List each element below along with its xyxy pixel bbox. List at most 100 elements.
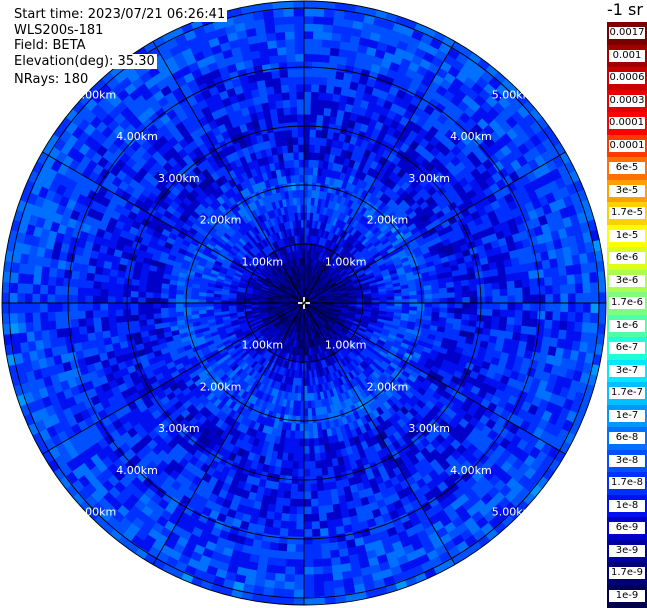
- backscatter-cell: [315, 137, 321, 145]
- backscatter-cell: [492, 283, 500, 290]
- backscatter-cell: [304, 92, 311, 100]
- backscatter-cell: [115, 290, 123, 297]
- backscatter-cell: [290, 107, 297, 115]
- backscatter-cell: [295, 175, 300, 183]
- backscatter-cell: [409, 307, 417, 311]
- backscatter-cell: [282, 506, 290, 514]
- backscatter-cell: [153, 313, 161, 319]
- backscatter-cell: [455, 298, 463, 304]
- backscatter-cell: [161, 303, 169, 308]
- backscatter-cell: [469, 285, 477, 292]
- backscatter-cell: [275, 505, 283, 513]
- backscatter-cell: [287, 137, 293, 145]
- backscatter-cell: [168, 298, 176, 303]
- backscatter-cell: [461, 280, 469, 287]
- backscatter-cell: [286, 130, 293, 138]
- backscatter-cell: [304, 499, 311, 507]
- backscatter-cell: [311, 499, 318, 507]
- backscatter-cell: [131, 291, 139, 297]
- backscatter-cell: [395, 303, 403, 306]
- backscatter-cell: [300, 182, 304, 190]
- backscatter-cell: [304, 469, 310, 477]
- backscatter-cell: [304, 507, 311, 515]
- backscatter-cell: [176, 311, 184, 316]
- backscatter-cell: [271, 116, 279, 125]
- backscatter-cell: [108, 289, 116, 296]
- backscatter-cell: [138, 286, 146, 292]
- backscatter-cell: [304, 492, 311, 500]
- backscatter-cell: [482, 270, 491, 278]
- backscatter-cell: [292, 137, 298, 145]
- backscatter-cell: [318, 100, 326, 108]
- backscatter-cell: [417, 290, 425, 295]
- backscatter-cell: [304, 416, 308, 424]
- backscatter-cell: [304, 212, 307, 220]
- backscatter-cell: [500, 303, 508, 310]
- backscatter-cell: [485, 309, 493, 316]
- backscatter-cell: [304, 409, 308, 417]
- backscatter-cell: [115, 296, 123, 303]
- backscatter-cell: [153, 293, 161, 299]
- backscatter-cell: [439, 288, 447, 294]
- backscatter-cell: [310, 484, 317, 492]
- backscatter-cell: [491, 276, 499, 284]
- backscatter-cell: [102, 330, 111, 338]
- backscatter-cell: [304, 137, 310, 145]
- backscatter-cell: [146, 319, 154, 325]
- backscatter-cell: [469, 315, 477, 322]
- backscatter-cell: [94, 324, 102, 332]
- backscatter-cell: [267, 94, 275, 103]
- backscatter-cell: [498, 324, 506, 332]
- backscatter-cell: [286, 468, 293, 476]
- backscatter-cell: [447, 293, 455, 299]
- backscatter-cell: [294, 446, 300, 454]
- backscatter-cell: [379, 297, 387, 300]
- backscatter-cell: [108, 316, 116, 323]
- backscatter-cell: [297, 92, 304, 100]
- backscatter-cell: [300, 416, 304, 424]
- backscatter-cell: [316, 468, 323, 476]
- backscatter-cell: [490, 269, 499, 277]
- backscatter-cell: [500, 289, 508, 296]
- backscatter-cell: [183, 299, 191, 303]
- backscatter-cell: [304, 394, 307, 402]
- backscatter-cell: [116, 283, 124, 290]
- backscatter-cell: [191, 310, 199, 314]
- backscatter-cell: [507, 310, 515, 318]
- backscatter-cell: [317, 107, 324, 115]
- backscatter-cell: [300, 401, 304, 409]
- backscatter-cell: [308, 416, 312, 424]
- backscatter-cell: [308, 408, 312, 416]
- backscatter-cell: [309, 446, 315, 454]
- backscatter-cell: [312, 423, 317, 431]
- backscatter-cell: [108, 296, 116, 303]
- backscatter-cell: [300, 424, 305, 432]
- backscatter-cell: [470, 303, 478, 309]
- backscatter-cell: [484, 283, 492, 290]
- backscatter-cell: [284, 491, 291, 499]
- backscatter-cell: [276, 100, 284, 108]
- backscatter-cell: [307, 386, 310, 394]
- backscatter-cell: [161, 293, 169, 298]
- backscatter-cell: [297, 114, 304, 122]
- backscatter-cell: [299, 446, 304, 454]
- backscatter-cell: [161, 298, 169, 303]
- backscatter-cell: [101, 324, 109, 332]
- backscatter-cell: [298, 129, 304, 137]
- backscatter-cell: [299, 228, 302, 236]
- backscatter-cell: [309, 439, 314, 447]
- backscatter-cell: [301, 212, 304, 220]
- backscatter-cell: [146, 303, 154, 309]
- backscatter-cell: [183, 303, 191, 307]
- backscatter-cell: [287, 145, 293, 153]
- backscatter-cell: [304, 205, 307, 213]
- backscatter-cell: [454, 314, 462, 320]
- backscatter-cell: [93, 296, 101, 303]
- backscatter-cell: [410, 299, 418, 303]
- backscatter-cell: [290, 167, 295, 175]
- backscatter-cell: [324, 108, 332, 116]
- backscatter-cell: [270, 109, 278, 118]
- backscatter-cell: [499, 282, 507, 290]
- backscatter-cell: [176, 294, 184, 299]
- backscatter-cell: [310, 461, 316, 469]
